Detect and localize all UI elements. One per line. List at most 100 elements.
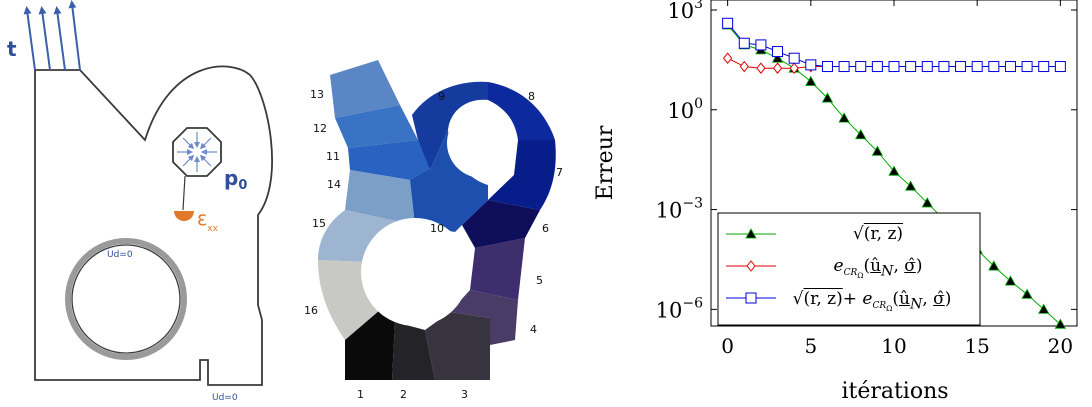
- legend-label-2: eCRΩ(ûN, σ̂): [833, 256, 923, 281]
- inner-hole: Ud=0: [65, 238, 187, 360]
- structure-outline: [34, 65, 273, 386]
- legend-swatches: [726, 228, 776, 304]
- data-point: [904, 180, 917, 191]
- region-label-15: 15: [312, 217, 326, 230]
- x-tick-label: 5: [804, 334, 817, 358]
- region-label-11: 11: [326, 150, 340, 163]
- data-point: [888, 165, 900, 176]
- data-point: [771, 52, 784, 63]
- legend-entry-2: eCRΩ(ûN, σ̂): [833, 256, 923, 281]
- legend-label-1: √(r, z): [852, 224, 904, 244]
- data-point: [755, 39, 767, 51]
- data-point: [988, 260, 1000, 271]
- load-label: t: [7, 37, 17, 61]
- sensor-stem: [182, 175, 186, 211]
- legend-swatch-marker: [745, 292, 757, 304]
- region-label-1: 1: [357, 388, 364, 401]
- data-point: [722, 52, 733, 65]
- octagon-cavity: [172, 127, 222, 177]
- x-ticks: 0 5 10 15 20: [721, 0, 1073, 358]
- data-point: [1004, 61, 1016, 73]
- region-label-6: 6: [542, 222, 549, 235]
- legend: √(r, z) eCRΩ(ûN, σ̂) √(r, z)+ eCRΩ(ûN, σ…: [717, 212, 981, 326]
- data-point: [1021, 288, 1033, 299]
- series-3: [722, 17, 1066, 73]
- data-point: [871, 145, 884, 156]
- data-point: [871, 61, 883, 73]
- data-point: [789, 62, 799, 74]
- load-arrow: [68, 0, 81, 71]
- strain-symbol: ε: [197, 208, 207, 230]
- subdomain-9: [412, 81, 488, 170]
- x-tick-label: 15: [964, 334, 989, 358]
- data-point: [938, 61, 950, 73]
- x-tick-label: 0: [721, 334, 734, 358]
- load-arrow: [53, 6, 66, 71]
- data-point: [772, 46, 784, 58]
- data-point: [838, 112, 850, 123]
- y-tick-label: 10−6: [656, 295, 703, 322]
- x-tick-label: 10: [881, 334, 906, 358]
- data-point: [855, 61, 867, 73]
- data-point: [855, 128, 867, 140]
- data-point: [1038, 303, 1050, 314]
- pressure-arrow: [182, 154, 195, 167]
- region-labels: 1 2 3 4 5 6 7 8 9 10 11 12 13 14 15 16: [304, 88, 563, 401]
- middle-figure: 1 2 3 4 5 6 7 8 9 10 11 12 13 14 15 16: [304, 60, 563, 401]
- region-label-12: 12: [313, 122, 327, 135]
- subdomain-inner-hole: [447, 108, 517, 178]
- data-point: [838, 61, 850, 73]
- region-label-13: 13: [310, 88, 324, 101]
- pressure-arrows: [177, 132, 217, 172]
- subdomain-14: [345, 170, 415, 225]
- data-point: [788, 52, 800, 64]
- inner-bc-label: Ud=0: [107, 250, 133, 260]
- data-point: [905, 61, 917, 73]
- region-label-2: 2: [400, 388, 407, 401]
- sensor-gauge: [174, 211, 194, 221]
- subdomain-5: [470, 238, 525, 300]
- main-hole: [361, 218, 469, 326]
- data-point: [805, 59, 817, 71]
- load-arrow: [23, 6, 36, 71]
- subdomain-12: [335, 105, 418, 148]
- hole-inner-edge: [71, 244, 181, 354]
- hole-outer-ring: [65, 238, 187, 360]
- pressure-label: p0: [224, 166, 247, 193]
- region-label-8: 8: [528, 90, 535, 103]
- subdomain-4: [450, 290, 518, 345]
- region-label-9: 9: [438, 90, 445, 103]
- pressure-arrow: [182, 137, 195, 150]
- strain-sensor: εxx: [174, 175, 219, 234]
- pressure-subscript: 0: [238, 178, 247, 193]
- data-point: [756, 62, 766, 74]
- legend-entry-3: √(r, z)+ eCRΩ(ûN, σ̂): [793, 289, 952, 313]
- data-point: [821, 61, 833, 73]
- y-tick-label: 100: [667, 96, 703, 123]
- data-point: [955, 61, 967, 73]
- bottom-bc-label: Ud=0: [212, 393, 238, 403]
- y-axis-label: Erreur: [593, 125, 618, 200]
- pressure-arrow: [199, 137, 212, 150]
- pressure-symbol: p: [224, 166, 238, 190]
- data-point: [971, 61, 983, 73]
- subdomain-3: [425, 312, 490, 380]
- subdomain-1: [345, 310, 395, 380]
- region-label-7: 7: [556, 166, 563, 179]
- data-point: [1004, 275, 1017, 286]
- legend-entry-1: √(r, z): [852, 224, 904, 244]
- strain-label: εxx: [197, 208, 219, 234]
- subdomain-11: [348, 140, 430, 180]
- region-label-10: 10: [430, 222, 444, 235]
- region-label-14: 14: [327, 178, 341, 191]
- data-point: [1021, 61, 1033, 73]
- subdomain-8: [488, 82, 555, 140]
- legend-swatch-marker: [745, 228, 757, 239]
- data-point: [988, 61, 1000, 73]
- left-figure: t p0 εxx: [7, 0, 273, 403]
- pressure-cavity: p0: [172, 127, 247, 193]
- data-point: [1054, 318, 1067, 329]
- data-point: [738, 37, 750, 49]
- x-axis-label: itérations: [841, 379, 948, 404]
- data-point: [739, 60, 749, 73]
